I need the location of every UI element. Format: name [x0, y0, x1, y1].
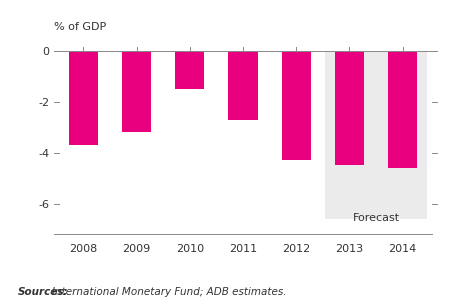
- Bar: [388, 51, 417, 168]
- Bar: [69, 51, 98, 145]
- Bar: [122, 51, 151, 133]
- Bar: [175, 51, 204, 89]
- Text: International Monetary Fund; ADB estimates.: International Monetary Fund; ADB estimat…: [52, 287, 286, 297]
- Bar: [325, 51, 427, 219]
- Text: Sources:: Sources:: [18, 287, 68, 297]
- Text: Forecast: Forecast: [352, 213, 400, 223]
- Text: % of GDP: % of GDP: [54, 22, 106, 32]
- Bar: [282, 51, 311, 160]
- Bar: [228, 51, 258, 120]
- Bar: [335, 51, 364, 166]
